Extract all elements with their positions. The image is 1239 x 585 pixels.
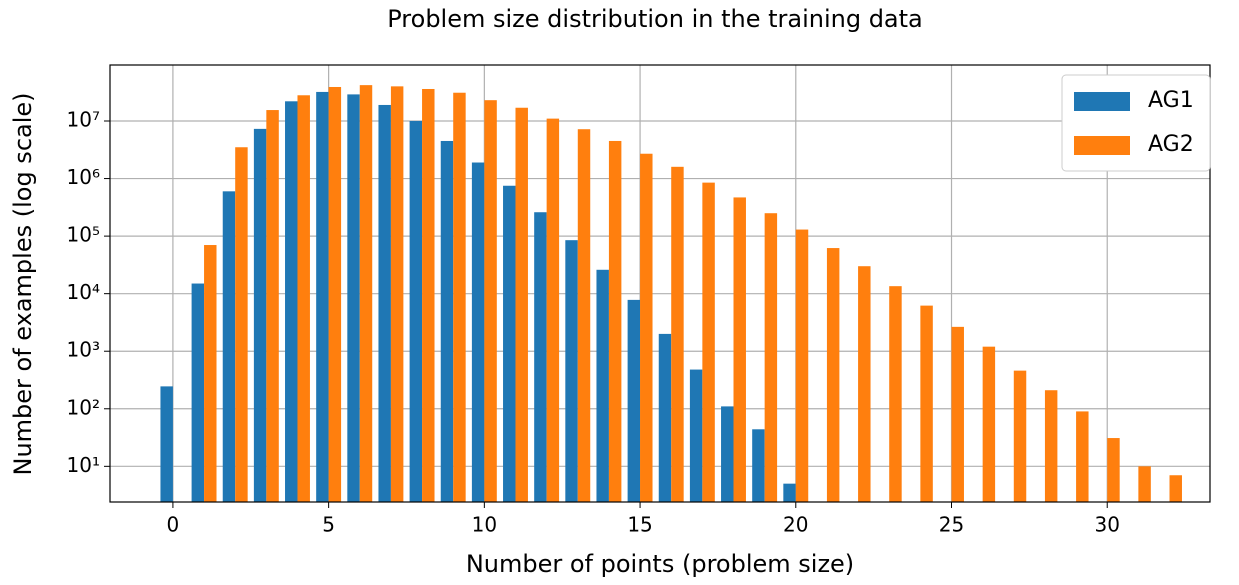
bar [359,85,373,503]
bar [596,269,609,502]
bar [453,92,466,503]
bar [608,140,622,502]
legend-label: AG1 [1148,88,1194,113]
x-tick-label: 10 [472,513,497,537]
bar [222,191,236,502]
bar [316,91,329,502]
bar [191,283,205,502]
bar [702,182,715,502]
bar [1169,475,1182,502]
bar [266,110,279,503]
bar [627,299,641,502]
x-tick-label: 15 [627,513,652,537]
bar [1076,411,1089,502]
bar [546,118,560,502]
bar [795,229,809,503]
bar [328,86,342,502]
x-tick-label: 5 [322,513,335,537]
bar [297,95,310,502]
bar [721,406,734,502]
y-tick-label: 10⁴ [67,280,100,304]
bar [752,429,765,502]
bar [1013,370,1027,502]
bar [503,185,516,502]
bar [1107,438,1120,502]
bar [235,147,248,502]
x-tick-label: 0 [167,513,180,537]
bar [440,140,454,502]
bar [858,266,871,502]
bar [422,88,435,503]
bar [471,162,485,503]
x-axis-label: Number of points (problem size) [466,550,854,578]
y-tick-label: 10² [67,395,100,419]
bar [409,121,423,502]
bar [640,153,653,502]
legend-label: AG2 [1148,132,1194,157]
bar [534,212,547,502]
y-tick-label: 10⁶ [67,165,100,189]
bar [484,100,497,503]
legend-swatch [1074,136,1130,155]
x-tick-label: 30 [1094,513,1119,537]
bar [889,286,902,502]
chart-title: Problem size distribution in the trainin… [387,5,923,33]
bar [515,107,528,503]
bar [204,245,217,502]
bar [671,166,684,502]
plot-frame [109,64,1211,503]
bar [951,326,964,502]
y-tick-label: 10³ [67,338,100,362]
bar [689,369,703,502]
bar [764,213,778,503]
bar [1044,390,1058,502]
bar [378,104,391,502]
x-tick-label: 25 [939,513,964,537]
bar [285,101,298,502]
bar [253,128,267,502]
bar [577,129,591,502]
bar [783,483,796,502]
bar [347,94,360,503]
bar [920,305,933,502]
bar [826,248,840,502]
bar [390,86,404,502]
y-tick-label: 10¹ [67,453,100,477]
bar [160,386,173,502]
x-tick-label: 20 [783,513,808,537]
legend-swatch [1074,92,1130,111]
y-tick-label: 10⁷ [67,108,100,132]
bar [733,197,746,502]
bar [565,240,578,503]
bar [1138,466,1151,502]
y-tick-label: 10⁵ [67,223,100,247]
bar [658,333,672,502]
bar [982,346,996,502]
y-axis-label: Number of examples (log scale) [9,92,37,475]
